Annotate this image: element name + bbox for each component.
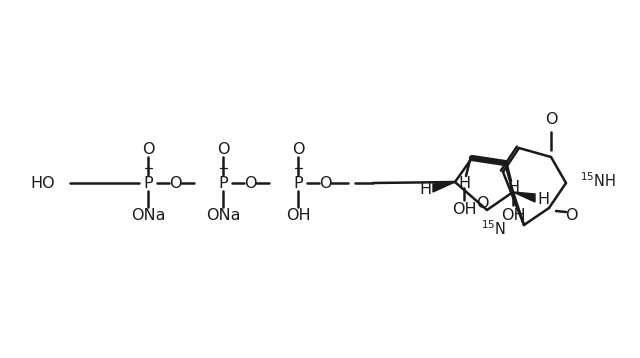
Polygon shape	[513, 192, 535, 202]
Text: H: H	[507, 180, 519, 195]
Polygon shape	[433, 182, 455, 192]
Text: H: H	[458, 175, 470, 190]
Text: OH: OH	[500, 208, 525, 223]
Text: O: O	[141, 141, 154, 156]
Text: ONa: ONa	[131, 208, 165, 223]
Text: $^{15}$N: $^{15}$N	[481, 220, 506, 238]
Text: P: P	[143, 175, 153, 190]
Text: O: O	[217, 141, 229, 156]
Text: O: O	[169, 175, 181, 190]
Text: P: P	[293, 175, 303, 190]
Text: H: H	[537, 192, 549, 207]
Text: ONa: ONa	[205, 208, 240, 223]
Text: H: H	[419, 182, 431, 197]
Text: O: O	[319, 175, 332, 190]
Text: $^{15}$NH: $^{15}$NH	[580, 171, 616, 190]
Text: O: O	[244, 175, 256, 190]
Text: OH: OH	[452, 203, 476, 218]
Text: O: O	[545, 111, 557, 126]
Text: O: O	[476, 197, 488, 212]
Text: OH: OH	[285, 208, 310, 223]
Text: P: P	[218, 175, 228, 190]
Text: O: O	[564, 208, 577, 223]
Text: HO: HO	[30, 175, 55, 190]
Text: O: O	[292, 141, 304, 156]
